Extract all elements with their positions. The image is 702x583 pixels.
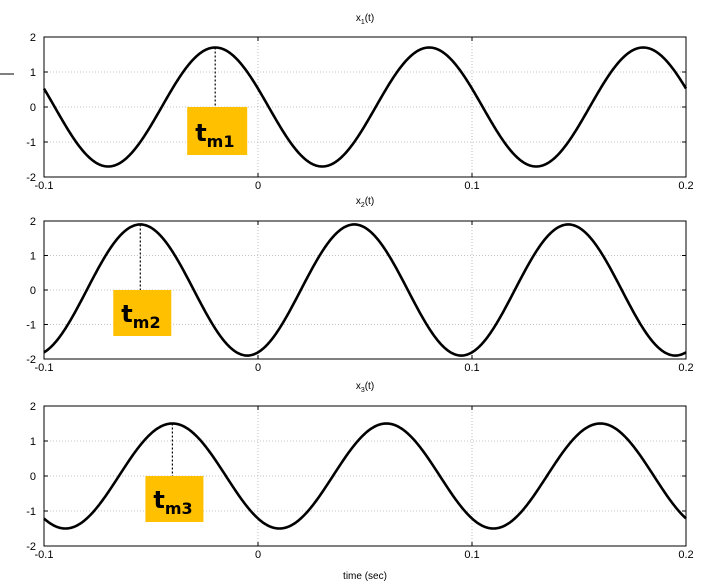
- subplot-3: -0.1 0 0.1 0.2 -2 -1 0 1 2 x3(t) time (sec) tm3: [26, 381, 693, 582]
- peak-marker-main: t: [153, 486, 164, 514]
- peak-marker-subscript: m3: [165, 499, 193, 518]
- peak-marker-label: tm2: [121, 300, 160, 332]
- y-tick-label: 1: [30, 67, 36, 79]
- y-tick-label: -1: [26, 137, 36, 149]
- signal-curve: [42, 46, 688, 168]
- y-tick-label: -2: [26, 541, 36, 553]
- x-tick-label: 0.2: [678, 362, 693, 374]
- title-tail: (t): [365, 381, 374, 392]
- y-tick-label: 0: [30, 285, 36, 297]
- peak-marker-subscript: m1: [207, 132, 235, 151]
- y-tick-label: 2: [30, 401, 36, 413]
- x-tick-label: 0: [255, 180, 261, 192]
- title-tail: (t): [365, 196, 374, 207]
- x-tick-label: 0.1: [464, 362, 479, 374]
- x-tick-label: -0.1: [35, 180, 54, 192]
- peak-marker-box: [145, 476, 204, 522]
- x-tick-label: 0: [255, 362, 261, 374]
- title-subscript: 3: [361, 387, 365, 394]
- peak-marker-box: [187, 107, 248, 155]
- y-tick-label: 0: [30, 471, 36, 483]
- x-tick-label: 0.1: [464, 549, 479, 561]
- peak-marker-label: tm3: [153, 486, 192, 518]
- y-tick-label: 0: [30, 102, 36, 114]
- x-tick-label: 0.2: [678, 549, 693, 561]
- title-main: x: [356, 196, 361, 207]
- title-main: x: [356, 13, 361, 24]
- x-tick-label: 0.2: [678, 180, 693, 192]
- subplot-title: x2(t): [356, 196, 374, 209]
- title-subscript: 2: [361, 202, 365, 209]
- peak-marker-main: t: [121, 300, 132, 328]
- y-tick-label: -1: [26, 320, 36, 332]
- y-tick-label: -1: [26, 506, 36, 518]
- y-tick-label: 1: [30, 436, 36, 448]
- peak-marker-label: tm1: [195, 119, 234, 151]
- subplot-title: x1(t): [356, 13, 374, 26]
- subplot-title: x3(t): [356, 381, 374, 394]
- peak-marker-main: t: [195, 119, 206, 147]
- x-tick-label: -0.1: [35, 362, 54, 374]
- y-tick-label: 1: [30, 251, 36, 263]
- y-tick-label: -2: [26, 354, 36, 366]
- x-tick-label: 0.1: [464, 180, 479, 192]
- x-axis-label: time (sec): [343, 571, 387, 582]
- x-tick-label: 0: [255, 549, 261, 561]
- y-tick-label: 2: [30, 32, 36, 44]
- y-tick-label: -2: [26, 172, 36, 184]
- signal-curve: [43, 223, 687, 357]
- x-tick-label: -0.1: [35, 549, 54, 561]
- title-subscript: 1: [361, 19, 365, 26]
- peak-marker-subscript: m2: [133, 313, 161, 332]
- title-main: x: [356, 381, 361, 392]
- peak-marker-box: [113, 290, 172, 336]
- title-tail: (t): [365, 13, 374, 24]
- y-tick-label: 2: [30, 216, 36, 228]
- signal-curve: [43, 422, 687, 530]
